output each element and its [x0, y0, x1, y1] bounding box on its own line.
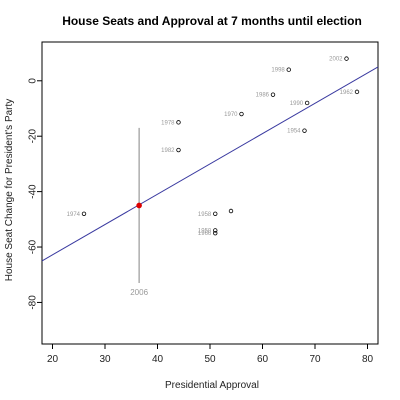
data-point	[344, 56, 349, 61]
x-axis-label: Presidential Approval	[165, 380, 259, 391]
point-label: 1954	[287, 129, 301, 135]
y-tick-label: -20	[28, 129, 39, 144]
prediction-interval-layer: 2006	[130, 127, 149, 297]
data-point	[354, 89, 360, 95]
point-label: 1962	[340, 90, 354, 96]
point-label: 1986	[256, 93, 270, 99]
point-label: 1970	[224, 112, 238, 118]
x-tick-label: 80	[362, 354, 374, 365]
point-label: 1958	[198, 212, 212, 218]
x-tick-label: 70	[309, 354, 321, 365]
point-label: 1982	[161, 148, 175, 154]
x-tick-label: 50	[204, 354, 216, 365]
data-point	[304, 100, 310, 106]
x-tick-label: 20	[47, 354, 59, 365]
point-label: 1998	[271, 68, 285, 74]
data-point	[81, 211, 87, 216]
data-point	[228, 208, 234, 214]
data-point	[176, 147, 181, 153]
y-tick-label: -80	[28, 295, 39, 310]
point-labels-layer: 2002 1998 1986 1962 1990 1970 1978 1954 1982 1974…	[67, 57, 354, 238]
x-tick-label: 60	[257, 354, 269, 365]
plot-frame	[41, 41, 379, 345]
x-tick-label: 40	[152, 354, 164, 365]
point-label: 1974	[67, 212, 81, 218]
points-layer	[81, 56, 360, 236]
fit-line	[41, 66, 379, 262]
x-tick-label: 30	[99, 354, 111, 365]
data-point	[286, 67, 291, 72]
data-point	[213, 230, 218, 236]
data-point	[302, 128, 307, 133]
data-point	[213, 211, 218, 216]
point-label: 1950	[198, 228, 212, 234]
y-axis-label: House Seat Change for President's Party	[4, 99, 15, 282]
data-point	[270, 92, 276, 97]
point-label: 1978	[161, 120, 175, 126]
y-tick-label: -40	[28, 184, 39, 199]
y-tick-label: 0	[28, 78, 39, 84]
point-label: 1990	[290, 101, 304, 107]
point-label: 2002	[329, 57, 343, 63]
fit-line-layer	[41, 66, 379, 262]
data-point	[239, 111, 244, 117]
point-label: 1966	[198, 231, 212, 237]
prediction-point	[136, 202, 142, 209]
prediction-label: 2006	[130, 288, 148, 297]
ticks-layer: 20 30 40 50 60 70 80 0 -20 -40 -60 -80	[28, 78, 374, 365]
data-point	[213, 228, 218, 233]
y-tick-label: -60	[28, 239, 39, 254]
chart-title: House Seats and Approval at 7 months unt…	[62, 14, 362, 28]
data-point	[176, 120, 181, 125]
